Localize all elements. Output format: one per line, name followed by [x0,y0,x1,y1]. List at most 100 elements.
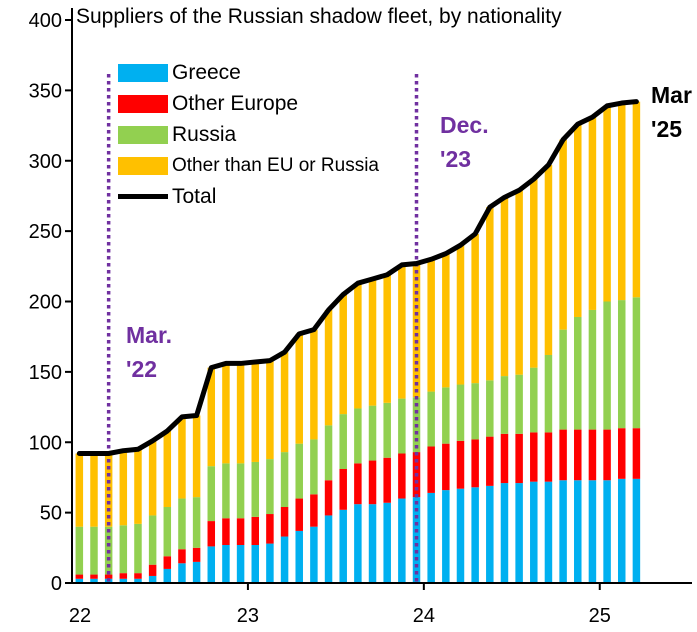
bar-segment-greece [354,504,362,583]
bar-segment-other-than-eu-or-russia [588,117,597,310]
bar-segment-other-europe [398,453,406,499]
legend-label: Russia [172,122,237,146]
bar-segment-russia [207,466,216,522]
chart-title: Suppliers of the Russian shadow fleet, b… [76,5,562,28]
bar-segment-russia [119,525,128,574]
legend-swatch-total [118,194,168,199]
bar-segment-other-than-eu-or-russia [456,245,465,385]
bar-segment-greece [148,575,157,583]
legend-item-other-europe: Other Europe [118,88,379,119]
y-tick-label: 350 [29,80,62,102]
bar-segment-russia [354,408,362,464]
legend-label: Other than EU or Russia [172,154,379,176]
bar-segment-russia [471,383,479,440]
bar-segment-other-europe [588,429,597,481]
legend-label: Other Europe [172,91,299,115]
bar-segment-other-europe [310,494,318,527]
y-tick-label: 200 [29,292,62,314]
bar-segment-russia [588,309,597,430]
bar-segment-russia [383,402,391,458]
bar-segment-other-europe [574,429,582,481]
y-tick-label: 50 [40,503,62,525]
bar-segment-other-europe [471,439,479,488]
bar-segment-other-europe [178,549,186,564]
bar-segment-other-europe [442,443,450,491]
bar-segment-other-than-eu-or-russia [412,263,421,398]
bar-segment-other-than-eu-or-russia [603,105,611,302]
bar-segment-other-than-eu-or-russia [119,450,128,526]
bar-segment-greece [75,578,84,583]
bar-segment-russia [75,526,84,575]
bar-segment-russia [398,398,406,454]
bar-segment-russia [500,376,509,434]
bar-segment-greece [486,485,494,583]
bar-segment-russia [90,526,98,575]
bar-segment-russia [486,380,494,437]
bar-segment-greece [442,490,450,583]
annotation-line: '25 [651,116,683,142]
bar-segment-other-europe [618,428,626,479]
bar-segment-other-than-eu-or-russia [442,253,450,388]
bar-segment-other-than-eu-or-russia [134,449,142,524]
bar-segment-other-than-eu-or-russia [618,103,626,301]
bar-segment-greece [134,578,142,583]
legend-item-other: Other than EU or Russia [118,150,379,181]
bar-segment-other-than-eu-or-russia [266,360,274,460]
bar-segment-other-europe [383,457,391,503]
bar-segment-other-than-eu-or-russia [251,362,259,462]
bar-segment-russia [324,425,333,481]
bar-segment-greece [574,480,582,583]
bar-segment-greece [603,480,611,583]
bar-segment-other-than-eu-or-russia [486,207,494,381]
bar-segment-other-than-eu-or-russia [354,283,362,409]
markers-layer [106,74,419,583]
bar-segment-other-than-eu-or-russia [574,124,582,317]
bar-segment-russia [280,452,289,507]
bar-segment-russia [310,439,318,495]
bar-segment-russia [530,367,538,433]
bar-segment-other-than-eu-or-russia [398,264,406,399]
bar-segment-greece [368,504,377,583]
bar-segment-greece [427,492,435,583]
bar-segment-other-than-eu-or-russia [632,101,641,298]
bar-segment-russia [632,297,641,429]
bar-segment-greece [339,509,347,583]
bar-segment-greece [90,578,98,583]
bar-segment-other-than-eu-or-russia [148,440,157,516]
legend-item-total: Total [118,181,379,212]
bar-segment-other-europe [119,573,128,579]
bar-segment-other-europe [251,516,259,545]
bar-segment-other-europe [515,433,523,484]
bar-segment-other-than-eu-or-russia [544,164,553,355]
bar-segment-other-than-eu-or-russia [368,278,377,406]
bar-segment-greece [383,502,391,583]
y-tick-label: 400 [29,10,62,32]
bar-segment-greece [500,483,509,583]
bar-segment-other-europe [236,518,245,545]
bar-segment-russia [456,384,465,441]
legend: Greece Other Europe Russia Other than EU… [118,57,379,212]
bar-segment-russia [192,497,201,548]
annotation-dec-23: Dec. '23 [440,108,489,176]
bar-segment-russia [427,391,435,447]
annotation-line: '23 [440,146,472,172]
x-tick-label: 23 [237,605,259,627]
annotation-mar-22: Mar. '22 [126,318,172,386]
bar-segment-other-europe [148,564,157,576]
bar-segment-russia [148,515,157,565]
bar-segment-other-europe [500,433,509,484]
bar-segment-other-europe [530,432,538,482]
bar-segment-russia [236,463,245,519]
bar-segment-other-than-eu-or-russia [75,453,84,527]
y-tick-label: 300 [29,151,62,173]
bar-segment-other-than-eu-or-russia [427,259,435,392]
bar-segment-other-than-eu-or-russia [530,179,538,368]
bar-segment-other-than-eu-or-russia [192,415,201,498]
bar-segment-other-europe [603,429,611,481]
bar-segment-greece [471,487,479,583]
bars-layer [75,101,641,583]
legend-swatch-other [118,156,168,175]
bar-segment-russia [515,374,523,434]
y-tick-label: 0 [51,573,62,595]
bar-segment-russia [339,414,347,469]
